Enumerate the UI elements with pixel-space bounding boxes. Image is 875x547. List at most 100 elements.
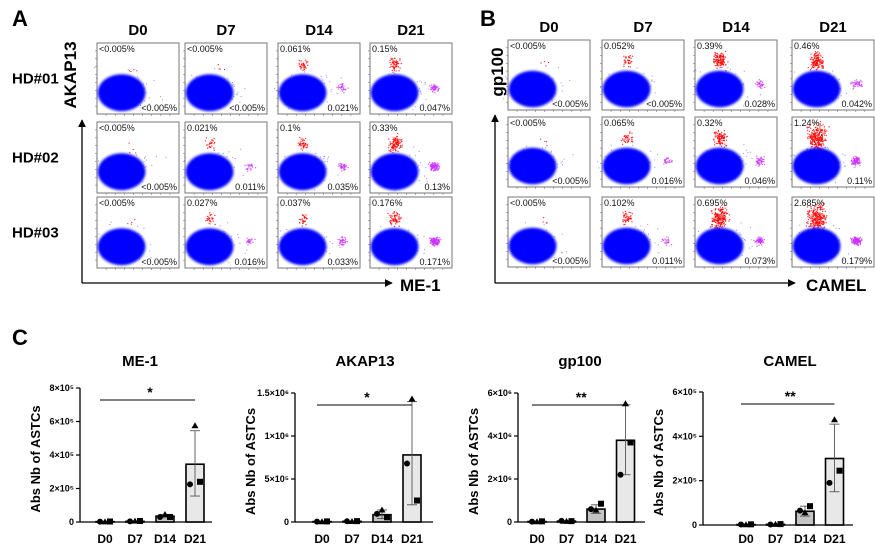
event-dot-top-gate [387, 147, 390, 149]
event-dot-right-gate [760, 80, 763, 82]
data-point-circle [617, 471, 624, 478]
event-dot-top-gate [719, 210, 721, 212]
event-dot-top-gate [213, 147, 215, 149]
flow-plot: 2.685%0.179% [790, 196, 875, 269]
event-dot [227, 222, 229, 224]
flow-plot: 0.32%0.046% [693, 116, 778, 189]
event-dot-right-gate [345, 166, 347, 168]
x-tick-label: D0 [97, 532, 113, 546]
event-dot-top-gate [389, 143, 391, 146]
top-left-frequency: <0.005% [510, 41, 546, 51]
event-dot [743, 165, 745, 167]
event-dot-top-gate [392, 137, 394, 139]
event-dot-right-gate [852, 238, 855, 240]
event-dot-top-gate [392, 220, 394, 222]
event-dot-top-gate [713, 217, 715, 219]
event-dot-right-gate [434, 245, 436, 247]
event-dot-top-gate [217, 64, 219, 66]
event-dot-top-gate [815, 126, 817, 128]
event-dot-right-gate [760, 159, 762, 162]
event-dot-top-gate [721, 226, 723, 229]
event-dot-right-gate [759, 87, 762, 89]
event-dot [143, 161, 145, 163]
event-dot-right-gate [761, 158, 763, 161]
event-dot-top-gate [395, 136, 398, 138]
event-dot-top-gate [812, 212, 815, 215]
event-dot-top-gate [813, 209, 815, 211]
event-dot-top-gate [808, 135, 810, 137]
panel-letter: A [12, 6, 28, 31]
event-dot-right-gate [757, 161, 760, 163]
event-dot-right-gate [337, 238, 339, 241]
event-dot-top-gate [720, 61, 722, 63]
chart-title: CAMEL [763, 353, 816, 370]
data-point-triangle [801, 509, 809, 516]
event-dot-top-gate [390, 57, 392, 60]
event-dot [98, 160, 100, 162]
event-dot-top-gate [822, 220, 824, 222]
event-dot-right-gate [858, 239, 860, 241]
event-dot-top-gate [400, 141, 402, 143]
y-tick-label: 6×10⁵ [673, 387, 698, 397]
event-dot-top-gate [811, 140, 814, 142]
flow-plot: 0.027%0.016% [183, 196, 268, 270]
event-dot-right-gate [860, 161, 862, 163]
event-dot-top-gate [818, 220, 821, 223]
event-dot-top-gate [818, 134, 820, 136]
event-dot-right-gate [756, 239, 758, 241]
event-dot-top-gate [819, 140, 821, 142]
event-dot [326, 161, 328, 163]
event-dot-right-gate [248, 240, 250, 242]
event-dot-top-gate [723, 215, 725, 217]
event-dot-right-gate [431, 166, 433, 168]
event-dot [184, 160, 186, 162]
chart-title: AKAP13 [335, 353, 394, 370]
event-dot-top-gate [714, 216, 716, 219]
row-label: HD#02 [12, 150, 59, 167]
event-dot-top-gate [816, 134, 819, 136]
event-dot-right-gate [759, 236, 761, 238]
event-dot [418, 87, 420, 89]
event-dot-top-gate [813, 211, 815, 213]
event-dot-top-gate [208, 145, 211, 148]
event-dot [650, 150, 652, 152]
event-dot [636, 67, 638, 69]
event-dot-right-gate [434, 163, 436, 165]
event-dot [244, 88, 246, 90]
event-dot-top-gate [810, 67, 813, 69]
event-dot-right-gate [433, 87, 435, 89]
event-dot-top-gate [301, 140, 304, 142]
event-dot-right-gate [671, 161, 673, 163]
event-dot-top-gate [302, 215, 304, 217]
event-dot-top-gate [816, 68, 818, 70]
top-left-frequency: 0.021% [187, 123, 218, 133]
event-dot-top-gate [821, 130, 824, 132]
event-dot-right-gate [432, 165, 434, 167]
event-dot-top-gate [304, 67, 306, 69]
event-dot-right-gate [856, 242, 858, 244]
event-dot-right-gate [250, 168, 252, 170]
event-dot-top-gate [299, 66, 301, 68]
event-dot-top-gate [815, 129, 817, 131]
event-dot-top-gate [720, 58, 722, 60]
event-dot [284, 156, 286, 158]
event-dot-top-gate [814, 127, 816, 129]
event-dot-top-gate [815, 135, 817, 138]
event-dot-top-gate [817, 60, 820, 62]
event-dot [323, 158, 325, 160]
event-dot-top-gate [620, 139, 623, 142]
event-dot [827, 148, 829, 150]
event-dot-top-gate [820, 222, 822, 225]
event-dot-top-gate [819, 125, 821, 127]
top-left-frequency: 0.46% [794, 41, 820, 51]
event-dot [391, 224, 393, 226]
event-dot-top-gate [399, 217, 401, 219]
event-dot [230, 238, 232, 240]
event-dot-right-gate [337, 86, 339, 88]
flow-plot: <0.005%<0.005% [94, 42, 180, 116]
event-dot-top-gate [395, 145, 397, 148]
event-dot [136, 154, 138, 156]
event-dot [144, 157, 145, 159]
event-dot-top-gate [128, 142, 130, 144]
event-dot-top-gate [302, 142, 304, 145]
